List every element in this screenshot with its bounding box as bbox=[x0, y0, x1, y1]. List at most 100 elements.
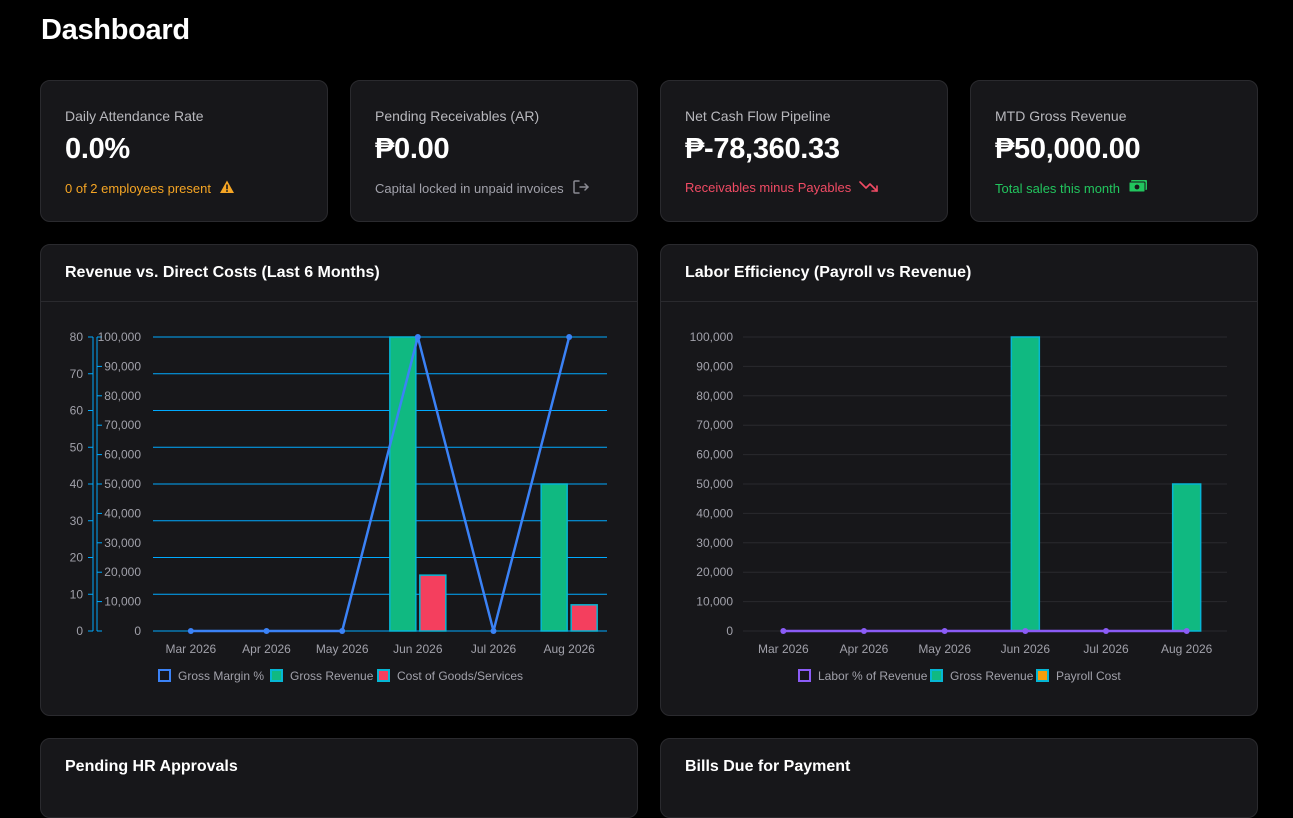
line-point bbox=[414, 334, 421, 340]
line-point bbox=[339, 628, 346, 634]
x-tick-label: Jun 2026 bbox=[393, 642, 443, 656]
y-tick-label: 10,000 bbox=[696, 595, 733, 609]
y-tick-label-right: 30,000 bbox=[104, 536, 141, 550]
y-tick-label-left: 10 bbox=[70, 587, 84, 601]
divider bbox=[41, 301, 637, 302]
kpi-label: Daily Attendance Rate bbox=[65, 108, 204, 124]
legend-swatch bbox=[377, 669, 390, 682]
legend-label: Labor % of Revenue bbox=[818, 669, 928, 683]
y-tick-label: 50,000 bbox=[696, 477, 733, 491]
line-point bbox=[1022, 628, 1029, 634]
x-tick-label: Aug 2026 bbox=[543, 642, 595, 656]
kpi-subtext: Capital locked in unpaid invoices bbox=[375, 179, 590, 198]
y-tick-label-left: 70 bbox=[70, 367, 84, 381]
legend-swatch bbox=[930, 669, 943, 682]
kpi-subtext-label: 0 of 2 employees present bbox=[65, 181, 211, 196]
page-title: Dashboard bbox=[41, 14, 190, 46]
y-tick-label-left: 0 bbox=[76, 624, 83, 638]
kpi-value: ₱0.00 bbox=[375, 133, 450, 165]
y-tick-label-left: 80 bbox=[70, 330, 84, 344]
logout-icon bbox=[572, 179, 590, 198]
kpi-label: MTD Gross Revenue bbox=[995, 108, 1127, 124]
y-tick-label-right: 80,000 bbox=[104, 389, 141, 403]
warning-icon bbox=[219, 179, 235, 198]
kpi-value: ₱50,000.00 bbox=[995, 133, 1141, 165]
line-point bbox=[263, 628, 270, 634]
y-tick-label-left: 50 bbox=[70, 440, 84, 454]
legend-swatch bbox=[158, 669, 171, 682]
y-tick-label-right: 20,000 bbox=[104, 565, 141, 579]
kpi-card-revenue: MTD Gross Revenue ₱50,000.00 Total sales… bbox=[970, 80, 1258, 222]
y-tick-label-right: 40,000 bbox=[104, 506, 141, 520]
legend-label: Cost of Goods/Services bbox=[397, 669, 523, 683]
kpi-subtext: 0 of 2 employees present bbox=[65, 179, 235, 198]
legend-label: Gross Revenue bbox=[290, 669, 374, 683]
kpi-value: 0.0% bbox=[65, 133, 130, 165]
line-point bbox=[1183, 628, 1190, 634]
labor-chart: 0 10,000 20,000 30,000 40,000 50,000 60,000 70,… bbox=[690, 330, 1227, 683]
x-tick-label: Apr 2026 bbox=[840, 642, 889, 656]
y-tick-label-right: 70,000 bbox=[104, 418, 141, 432]
y-tick-label: 90,000 bbox=[696, 359, 733, 373]
panel-title: Bills Due for Payment bbox=[685, 758, 851, 775]
y-tick-label-left: 30 bbox=[70, 514, 84, 528]
kpi-subtext: Receivables minus Payables bbox=[685, 179, 879, 196]
x-tick-label: Jul 2026 bbox=[471, 642, 517, 656]
kpi-subtext: Total sales this month bbox=[995, 179, 1148, 197]
chart-title: Labor Efficiency (Payroll vs Revenue) bbox=[685, 264, 972, 281]
y-tick-label: 70,000 bbox=[696, 418, 733, 432]
legend-label: Payroll Cost bbox=[1056, 669, 1121, 683]
x-tick-label: Jul 2026 bbox=[1083, 642, 1129, 656]
bar-cost-of-goods-services bbox=[419, 574, 447, 632]
y-tick-label: 0 bbox=[726, 624, 733, 638]
cash-icon bbox=[1128, 179, 1148, 197]
y-tick-label: 100,000 bbox=[690, 330, 734, 344]
bills-due-panel: Bills Due for Payment bbox=[660, 738, 1258, 818]
y-tick-label-right: 0 bbox=[134, 624, 141, 638]
line-point bbox=[490, 628, 497, 634]
kpi-label: Net Cash Flow Pipeline bbox=[685, 108, 831, 124]
line-point bbox=[780, 628, 787, 634]
line-gross-margin bbox=[190, 336, 571, 633]
x-tick-label: May 2026 bbox=[918, 642, 971, 656]
y-tick-label-left: 20 bbox=[70, 551, 84, 565]
x-tick-label: Aug 2026 bbox=[1161, 642, 1213, 656]
kpi-subtext-label: Capital locked in unpaid invoices bbox=[375, 181, 564, 196]
line-point bbox=[566, 334, 573, 340]
legend-label: Gross Revenue bbox=[950, 669, 1034, 683]
x-tick-label: Apr 2026 bbox=[242, 642, 291, 656]
x-tick-label: May 2026 bbox=[316, 642, 369, 656]
bar-cost-of-goods-services bbox=[570, 604, 598, 632]
y-tick-label: 80,000 bbox=[696, 389, 733, 403]
hr-approvals-panel: Pending HR Approvals bbox=[40, 738, 638, 818]
kpi-card-receivables: Pending Receivables (AR) ₱0.00 Capital l… bbox=[350, 80, 638, 222]
line-point bbox=[861, 628, 867, 634]
legend-swatch bbox=[1036, 669, 1049, 682]
y-tick-label: 20,000 bbox=[696, 565, 733, 579]
y-tick-label-right: 60,000 bbox=[104, 448, 141, 462]
bar-gross-revenue bbox=[1010, 336, 1041, 632]
kpi-value: ₱-78,360.33 bbox=[685, 133, 840, 165]
x-tick-label: Mar 2026 bbox=[758, 642, 809, 656]
y-tick-label-right: 10,000 bbox=[104, 595, 141, 609]
bar-gross-revenue bbox=[389, 336, 417, 632]
y-tick-label-right: 100,000 bbox=[98, 330, 142, 344]
x-tick-label: Mar 2026 bbox=[165, 642, 216, 656]
legend-swatch bbox=[270, 669, 283, 682]
trending-down-icon bbox=[859, 179, 879, 196]
kpi-card-cashflow: Net Cash Flow Pipeline ₱-78,360.33 Recei… bbox=[660, 80, 948, 222]
kpi-subtext-label: Receivables minus Payables bbox=[685, 180, 852, 195]
kpi-subtext-label: Total sales this month bbox=[995, 180, 1121, 196]
legend-swatch bbox=[798, 669, 811, 682]
y-tick-label: 30,000 bbox=[696, 536, 733, 550]
y-tick-label: 60,000 bbox=[696, 448, 733, 462]
kpi-label: Pending Receivables (AR) bbox=[375, 108, 540, 124]
y-tick-label-right: 50,000 bbox=[104, 477, 141, 491]
y-tick-label-left: 60 bbox=[70, 404, 84, 418]
bar-gross-revenue bbox=[1171, 483, 1202, 632]
line-point bbox=[941, 628, 948, 634]
revenue-chart: 0 10 20 30 40 50 60 70 80 0 10,000 20,000 30,000 40,0… bbox=[70, 330, 607, 683]
x-tick-label: Jun 2026 bbox=[1001, 642, 1051, 656]
line-point bbox=[1103, 628, 1109, 634]
y-tick-label: 40,000 bbox=[696, 506, 733, 520]
